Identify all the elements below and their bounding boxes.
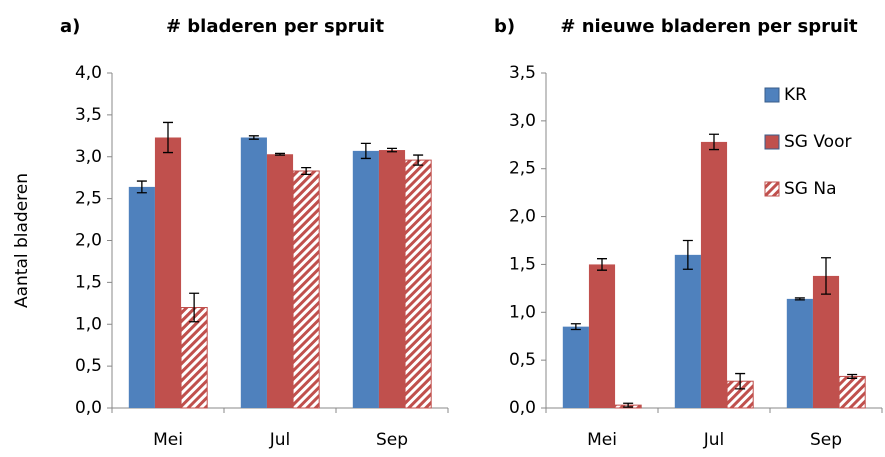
legend-swatch xyxy=(764,87,780,103)
bar xyxy=(352,150,379,408)
bar xyxy=(240,137,267,409)
error-bar xyxy=(163,121,173,154)
bar xyxy=(588,264,616,408)
y-axis-label: Aantal bladeren xyxy=(12,173,32,308)
error-bar xyxy=(709,133,719,151)
bar xyxy=(838,375,866,409)
error-bar xyxy=(136,180,147,194)
bar xyxy=(180,307,208,409)
bar xyxy=(674,254,701,408)
y-tick-label: 1,5 xyxy=(75,272,102,292)
y-tick-label: 2,0 xyxy=(509,207,536,227)
x-tick-label: Jul xyxy=(269,430,291,450)
bar xyxy=(292,170,320,409)
y-tick-label: 2,0 xyxy=(75,231,102,251)
x-tick-label: Jul xyxy=(703,430,725,450)
error-bar xyxy=(735,372,746,390)
error-bar xyxy=(623,402,634,408)
y-tick-label: 0,0 xyxy=(75,398,102,418)
error-bar xyxy=(275,152,285,156)
error-bar xyxy=(387,147,397,153)
y-tick-label: 0,0 xyxy=(509,398,536,418)
error-bar xyxy=(597,258,607,271)
y-tick-label: 2,5 xyxy=(509,159,536,179)
error-bar xyxy=(570,323,581,331)
bar xyxy=(700,141,728,408)
bar xyxy=(378,150,406,409)
bar xyxy=(128,186,155,408)
legend-label: SG Voor xyxy=(784,132,851,152)
error-bar xyxy=(189,292,200,323)
x-tick-label: Sep xyxy=(810,430,842,450)
y-tick-label: 3,0 xyxy=(75,147,102,167)
bar xyxy=(562,326,589,408)
legend-label: SG Na xyxy=(784,179,837,199)
bar xyxy=(266,154,294,408)
y-tick-label: 3,5 xyxy=(75,105,102,125)
legend-label: KR xyxy=(784,85,807,105)
y-tick-label: 1,0 xyxy=(75,314,102,334)
x-tick-label: Sep xyxy=(376,430,408,450)
y-tick-label: 0,5 xyxy=(75,356,102,376)
y-tick-label: 0,5 xyxy=(509,350,536,370)
bar xyxy=(786,298,813,408)
x-tick-label: Mei xyxy=(587,430,617,450)
bar xyxy=(154,137,182,409)
error-bar xyxy=(847,373,858,379)
y-tick-label: 1,5 xyxy=(509,254,536,274)
chart-title: # nieuwe bladeren per spruit xyxy=(560,16,858,37)
legend-swatch xyxy=(764,134,780,150)
error-bar xyxy=(413,154,424,166)
error-bar xyxy=(360,142,371,160)
panel-label: a) xyxy=(60,16,80,37)
y-tick-label: 3,0 xyxy=(509,111,536,131)
error-bar xyxy=(794,297,805,301)
legend-swatch xyxy=(764,181,780,197)
y-tick-label: 3,5 xyxy=(509,63,536,83)
x-tick-label: Mei xyxy=(153,430,183,450)
error-bar xyxy=(301,166,312,175)
y-tick-label: 1,0 xyxy=(509,302,536,322)
error-bar xyxy=(821,257,831,295)
bar xyxy=(404,159,432,409)
bar xyxy=(812,275,840,408)
error-bar xyxy=(682,239,693,270)
panel-label: b) xyxy=(494,16,515,37)
y-tick-label: 4,0 xyxy=(75,63,102,83)
chart-title: # bladeren per spruit xyxy=(166,16,385,37)
y-tick-label: 2,5 xyxy=(75,189,102,209)
error-bar xyxy=(248,135,259,140)
